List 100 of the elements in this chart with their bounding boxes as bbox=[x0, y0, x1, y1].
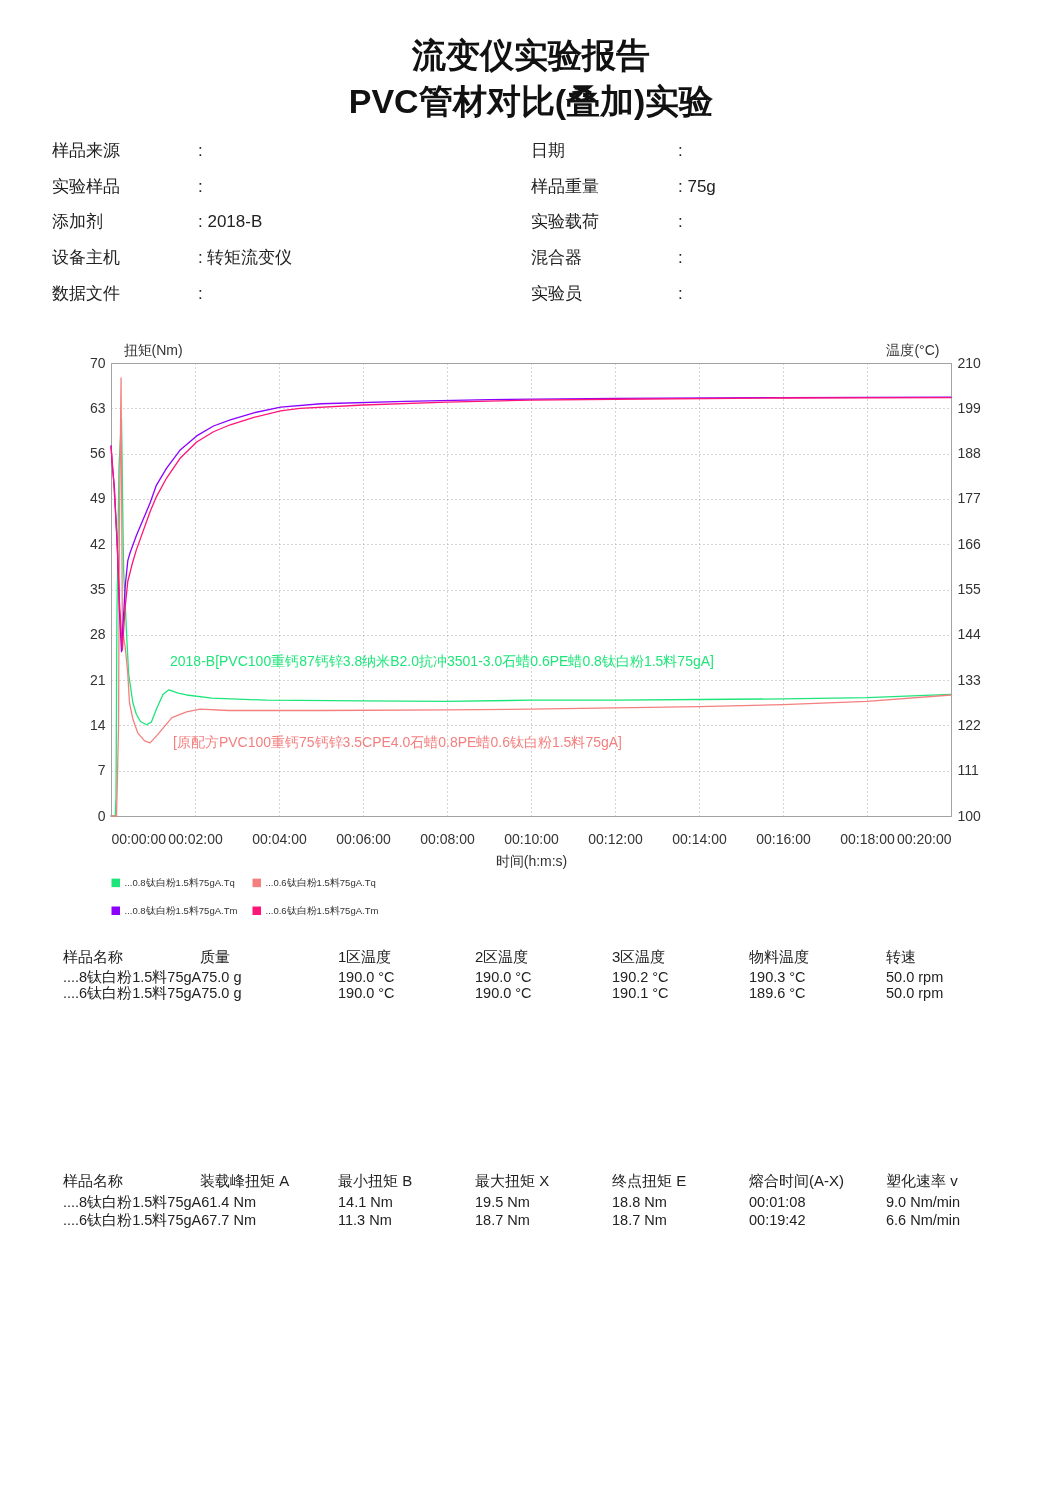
y-tick-label: 21 bbox=[89, 671, 106, 688]
text: 190.0 °C bbox=[338, 985, 395, 1001]
x-tick-label: 00:12:00 bbox=[588, 830, 643, 847]
text: 实验样品 bbox=[52, 177, 120, 196]
y2-axis-title: 温度(°C) bbox=[886, 341, 940, 358]
text: 样品名称 bbox=[63, 948, 123, 965]
text: 熔合时间(A-X) bbox=[749, 1172, 844, 1189]
legend-label: ...0.8钛白粉1.5料75gA.Tq bbox=[124, 876, 235, 888]
annotation: [原配方PVC100重钙75钙锌3.5CPE4.0石蜡0.8PE蜡0.6钛白粉1.5料75gA] bbox=[173, 734, 622, 750]
text: 11.3 Nm bbox=[338, 1212, 392, 1228]
text: ....6钛白粉1.5料75gA75.0 g bbox=[63, 985, 242, 1001]
text: 终点扭矩 E bbox=[612, 1172, 687, 1189]
text: : bbox=[678, 212, 683, 231]
text: 混合器 bbox=[531, 248, 582, 267]
text: 190.1 °C bbox=[612, 985, 669, 1001]
legend-label: ...0.8钛白粉1.5料75gA.Tm bbox=[124, 904, 238, 916]
x-tick-label: 00:02:00 bbox=[168, 830, 223, 847]
text: 2区温度 bbox=[475, 948, 529, 965]
x-axis-title: 时间(h:m:s) bbox=[495, 852, 568, 869]
y-tick-label: 35 bbox=[89, 581, 106, 597]
text: 190.2 °C bbox=[612, 969, 669, 985]
x-tick-label: 00:10:00 bbox=[504, 830, 559, 847]
text: 9.0 Nm/min bbox=[886, 1194, 961, 1210]
text: 14.1 Nm bbox=[338, 1194, 393, 1210]
text: 6.6 Nm/min bbox=[886, 1212, 961, 1228]
text: 日期 bbox=[531, 141, 565, 160]
y2-tick-label: 188 bbox=[957, 445, 982, 462]
text: 190.0 °C bbox=[338, 969, 395, 985]
x-tick-label: 00:00:00 bbox=[111, 830, 167, 847]
text: : 75g bbox=[678, 177, 716, 196]
y-tick-label: 0 bbox=[97, 807, 106, 824]
y2-tick-label: 100 bbox=[957, 807, 982, 824]
text: 190.0 °C bbox=[475, 985, 532, 1001]
text: 最大扭矩 X bbox=[475, 1172, 550, 1189]
text: 实验员 bbox=[531, 284, 582, 303]
text: : 转矩流变仪 bbox=[198, 248, 293, 267]
text: 1区温度 bbox=[338, 948, 392, 965]
text: 样品重量 bbox=[531, 177, 599, 196]
text: 塑化速率 v bbox=[886, 1172, 959, 1189]
text: ....6钛白粉1.5料75gA67.7 Nm bbox=[63, 1212, 256, 1228]
text: : bbox=[678, 248, 683, 267]
text: ....8钛白粉1.5料75gA75.0 g bbox=[63, 969, 242, 985]
text: : bbox=[678, 141, 683, 160]
y-tick-label: 28 bbox=[89, 626, 106, 643]
x-tick-label: 00:16:00 bbox=[756, 830, 811, 847]
text: 装载峰扭矩 A bbox=[200, 1172, 290, 1189]
y-tick-label: 63 bbox=[89, 399, 106, 416]
y2-tick-label: 133 bbox=[957, 671, 982, 688]
x-tick-label: 00:06:00 bbox=[336, 830, 391, 847]
x-tick-label: 00:20:00 bbox=[897, 830, 952, 847]
text: 最小扭矩 B bbox=[338, 1172, 413, 1189]
text: 样品名称 bbox=[63, 1172, 123, 1189]
text: 18.7 Nm bbox=[475, 1212, 530, 1228]
text: : 2018-B bbox=[198, 212, 263, 231]
y-axis-title: 扭矩(Nm) bbox=[123, 341, 183, 358]
text: 数据文件 bbox=[52, 284, 120, 303]
text: 190.3 °C bbox=[749, 969, 806, 985]
y2-tick-label: 166 bbox=[957, 535, 982, 552]
y2-tick-label: 210 bbox=[957, 354, 982, 371]
y2-tick-label: 177 bbox=[957, 490, 982, 507]
chart-subtitle: PVC管材对比(叠加)实验 bbox=[348, 82, 715, 120]
y-tick-label: 7 bbox=[97, 762, 106, 779]
text: 00:19:42 bbox=[749, 1212, 806, 1228]
y2-tick-label: 122 bbox=[957, 716, 982, 733]
text: 设备主机 bbox=[52, 248, 120, 267]
chart-title: 流变仪实验报告 bbox=[411, 36, 650, 74]
text: 18.7 Nm bbox=[612, 1212, 667, 1228]
y2-tick-label: 155 bbox=[957, 581, 982, 597]
y-tick-label: 42 bbox=[89, 535, 106, 552]
text: 19.5 Nm bbox=[475, 1194, 530, 1210]
text: : bbox=[198, 177, 203, 196]
legend-label: ...0.6钛白粉1.5料75gA.Tq bbox=[265, 876, 376, 888]
y-tick-label: 70 bbox=[89, 354, 106, 371]
annotation: 2018-B[PVC100重钙87钙锌3.8纳米B2.0抗冲3501-3.0石蜡0.6PE蜡0.8钛白粉1.5料75gA] bbox=[170, 653, 714, 669]
text: 3区温度 bbox=[612, 948, 666, 965]
text: 50.0 rpm bbox=[886, 969, 944, 985]
text: 样品来源 bbox=[52, 141, 120, 160]
text: 转速 bbox=[886, 948, 916, 965]
x-tick-label: 00:08:00 bbox=[420, 830, 475, 847]
text: 190.0 °C bbox=[475, 969, 532, 985]
text: : bbox=[198, 284, 203, 303]
y2-tick-label: 111 bbox=[957, 762, 979, 779]
y2-tick-label: 199 bbox=[957, 399, 982, 416]
x-tick-label: 00:04:00 bbox=[252, 830, 307, 847]
text: 添加剂 bbox=[52, 212, 103, 231]
text: : bbox=[198, 141, 203, 160]
y-tick-label: 56 bbox=[89, 445, 106, 462]
text: 物料温度 bbox=[749, 948, 809, 965]
text: ....8钛白粉1.5料75gA61.4 Nm bbox=[63, 1194, 256, 1210]
y2-tick-label: 144 bbox=[957, 626, 982, 643]
y-tick-label: 49 bbox=[89, 490, 106, 507]
text: : bbox=[678, 284, 683, 303]
x-tick-label: 00:18:00 bbox=[840, 830, 895, 847]
x-tick-label: 00:14:00 bbox=[672, 830, 727, 847]
text: 质量 bbox=[200, 948, 230, 965]
y-tick-label: 14 bbox=[89, 716, 106, 733]
text: 50.0 rpm bbox=[886, 985, 944, 1001]
text: 189.6 °C bbox=[749, 985, 806, 1001]
text: 00:01:08 bbox=[749, 1194, 806, 1210]
text: 18.8 Nm bbox=[612, 1194, 667, 1210]
